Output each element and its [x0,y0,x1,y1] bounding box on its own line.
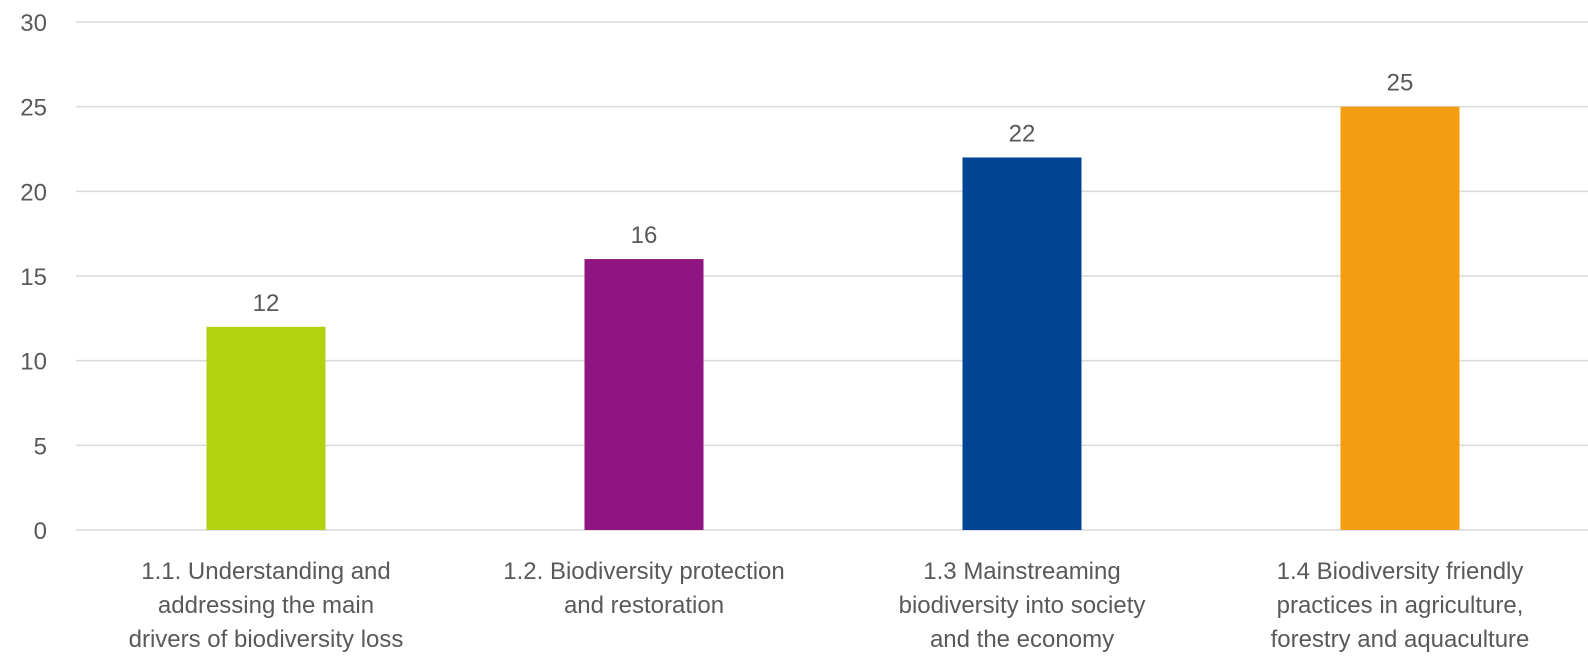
y-axis-tick-labels: 0 5 10 15 20 25 30 [20,10,47,545]
category-label-line: 1.1. Understanding and [141,558,391,585]
category-label-line: practices in agriculture, [1277,592,1524,619]
category-label-line: and the economy [930,626,1114,653]
category-label: 1.3 Mainstreaming biodiversity into socie… [899,558,1146,653]
category-label-line: forestry and aquaculture [1271,626,1530,653]
gridlines [76,21,1588,531]
y-tick-label: 25 [20,95,47,122]
category-label-line: 1.3 Mainstreaming [923,558,1120,585]
y-tick-label: 10 [20,349,47,376]
bars [206,106,1460,531]
category-label: 1.4 Biodiversity friendly practices in ag… [1271,558,1530,653]
category-label-line: and restoration [564,592,724,619]
data-label: 16 [631,222,658,249]
bar [1340,106,1460,531]
data-label: 25 [1387,70,1414,97]
y-tick-label: 15 [20,264,47,291]
category-label-line: 1.4 Biodiversity friendly [1277,558,1524,585]
data-label: 12 [253,290,280,317]
y-tick-label: 5 [34,433,47,460]
category-label-line: 1.2. Biodiversity protection [503,558,784,585]
data-labels: 12 16 22 25 [253,70,1414,317]
x-axis-category-labels: 1.1. Understanding and addressing the mai… [129,558,1530,653]
y-tick-label: 30 [20,10,47,37]
category-label: 1.2. Biodiversity protection and restorat… [503,558,784,619]
y-tick-label: 20 [20,179,47,206]
category-label: 1.1. Understanding and addressing the mai… [129,558,404,653]
bar [962,157,1082,530]
bar [584,259,704,530]
data-label: 22 [1009,120,1036,147]
y-tick-label: 0 [34,518,47,545]
category-label-line: addressing the main [158,592,374,619]
bar [206,326,326,530]
category-label-line: biodiversity into society [899,592,1146,619]
category-label-line: drivers of biodiversity loss [129,626,404,653]
